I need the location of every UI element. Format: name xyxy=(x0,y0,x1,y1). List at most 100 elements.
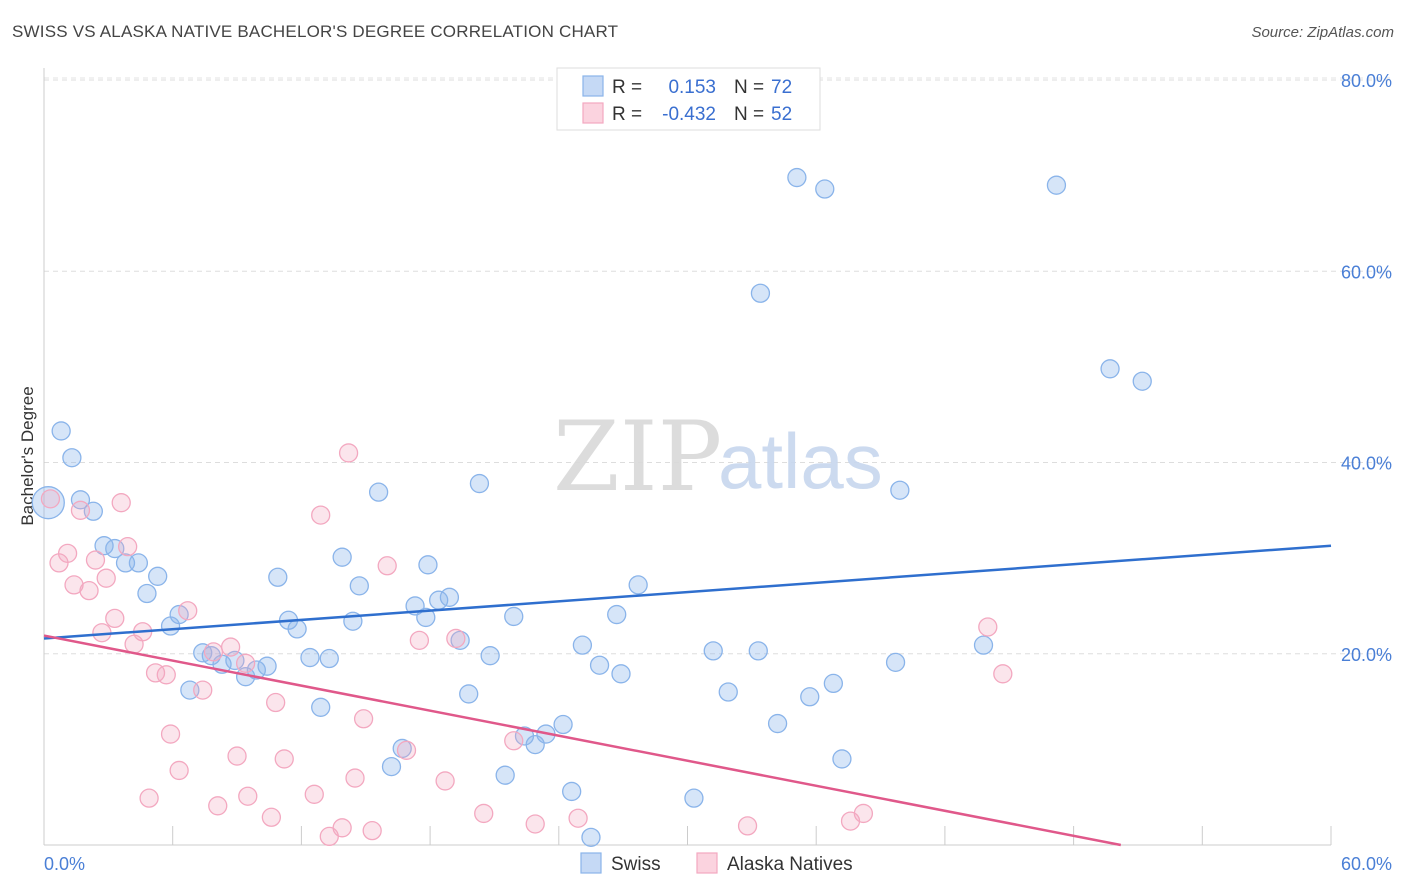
alaska-natives-point-38 xyxy=(396,740,417,760)
watermark-atlas: atlas xyxy=(718,417,883,505)
alaska-natives-point-0 xyxy=(40,489,61,509)
swiss-point-47 xyxy=(562,781,582,802)
swiss-point-34 xyxy=(418,555,438,575)
gridlines xyxy=(44,77,1392,655)
alaska-natives-point-10 xyxy=(111,493,131,513)
alaska-natives-point-9 xyxy=(105,608,125,629)
alaska-natives-point-11 xyxy=(118,537,138,557)
swiss-point-25 xyxy=(319,648,339,669)
alaska-natives-point-2 xyxy=(57,543,78,563)
alaska-natives-point-23 xyxy=(220,637,241,657)
swiss-point-66 xyxy=(890,480,910,500)
swiss-point-40 xyxy=(480,646,500,666)
alaska-natives-point-28 xyxy=(266,692,286,713)
swiss-point-36 xyxy=(439,587,460,607)
alaska-natives-point-48 xyxy=(853,803,874,824)
alaska-natives-point-16 xyxy=(156,665,176,685)
swiss-point-56 xyxy=(718,682,738,702)
y-axis-label: Bachelor's Degree xyxy=(18,386,37,525)
swiss-point-42 xyxy=(504,606,524,627)
alaska-natives-point-3 xyxy=(64,575,84,595)
alaska-natives-point-50 xyxy=(993,664,1013,684)
alaska-natives-point-17 xyxy=(160,724,181,744)
legend-n-value-swiss: 72 xyxy=(771,77,792,98)
swiss-point-70 xyxy=(1132,371,1152,391)
swiss-point-55 xyxy=(703,641,723,661)
y-tick-label-20: 20.0% xyxy=(1341,645,1392,665)
alaska-natives-point-33 xyxy=(332,818,352,838)
alaska-natives-point-31 xyxy=(311,505,331,525)
swiss-point-71 xyxy=(31,486,65,520)
alaska-natives-point-24 xyxy=(227,746,247,766)
legend-r-label-swiss: R = xyxy=(612,77,642,98)
alaska-natives-point-45 xyxy=(568,808,588,828)
swiss-point-24 xyxy=(311,697,331,717)
swiss-point-52 xyxy=(611,664,631,684)
swiss-point-33 xyxy=(416,607,436,628)
watermark: ZIP atlas xyxy=(553,401,883,513)
y-tick-label-60: 60.0% xyxy=(1341,262,1392,282)
swiss-point-46 xyxy=(553,714,573,735)
alaska-natives-point-37 xyxy=(377,556,397,576)
alaska-natives-points xyxy=(40,443,1013,847)
alaska-natives-point-29 xyxy=(274,749,294,769)
alaska-natives-point-5 xyxy=(79,580,99,601)
alaska-natives-point-6 xyxy=(85,550,106,570)
swiss-point-39 xyxy=(469,473,490,494)
bottom-legend-swatch-swiss xyxy=(580,852,602,874)
alaska-natives-point-30 xyxy=(304,784,324,804)
alaska-natives-point-25 xyxy=(235,653,256,673)
alaska-natives-point-40 xyxy=(435,771,455,791)
alaska-natives-point-34 xyxy=(345,768,365,788)
y-axis-tick-labels: 20.0% 40.0% 60.0% 80.0% xyxy=(1341,71,1392,665)
swiss-point-60 xyxy=(787,167,807,188)
swiss-point-8 xyxy=(137,583,157,604)
legend-r-value-alaska: -0.432 xyxy=(662,104,716,125)
y-tick-label-80: 80.0% xyxy=(1341,71,1392,91)
legend-n-label-alaska: N = xyxy=(734,104,764,125)
swiss-point-61 xyxy=(800,687,820,707)
alaska-natives-point-19 xyxy=(178,601,198,621)
swiss-point-53 xyxy=(628,575,648,595)
alaska-natives-trend-line xyxy=(43,634,1122,847)
y-tick-label-40: 40.0% xyxy=(1341,454,1392,474)
alaska-natives-point-46 xyxy=(737,816,758,836)
alaska-natives-point-21 xyxy=(203,642,224,662)
swiss-point-58 xyxy=(750,283,771,303)
alaska-natives-point-4 xyxy=(70,500,91,520)
swiss-point-9 xyxy=(148,566,168,586)
legend-r-label-alaska: R = xyxy=(612,104,642,125)
alaska-natives-point-35 xyxy=(353,709,374,729)
alaska-natives-point-44 xyxy=(525,814,545,834)
legend-r-value-swiss: 0.153 xyxy=(668,77,716,98)
swiss-point-23 xyxy=(300,647,320,668)
alaska-natives-point-26 xyxy=(238,786,258,806)
swiss-point-30 xyxy=(381,756,402,777)
swiss-point-54 xyxy=(684,788,704,808)
legend-n-value-alaska: 52 xyxy=(771,104,792,125)
alaska-natives-point-41 xyxy=(446,628,466,649)
swiss-point-19 xyxy=(257,656,277,676)
series-legend: Swiss Alaska Natives xyxy=(580,852,853,875)
chart-title: SWISS VS ALASKA NATIVE BACHELOR'S DEGREE… xyxy=(12,22,619,41)
swiss-point-59 xyxy=(767,713,788,734)
x-axis-ticks xyxy=(43,826,1332,845)
alaska-natives-point-39 xyxy=(409,630,430,651)
bottom-legend-swatch-alaska-natives xyxy=(696,852,718,874)
swiss-point-20 xyxy=(268,567,288,587)
swiss-point-64 xyxy=(832,749,852,769)
bottom-legend-label-swiss: Swiss xyxy=(611,854,661,875)
alaska-natives-point-22 xyxy=(208,796,228,816)
swiss-point-48 xyxy=(572,635,593,655)
swiss-point-2 xyxy=(70,490,91,510)
swiss-point-67 xyxy=(973,635,994,655)
swiss-points xyxy=(31,167,1152,847)
swiss-point-28 xyxy=(349,576,369,596)
swiss-point-38 xyxy=(459,684,479,704)
swiss-point-51 xyxy=(607,604,627,625)
alaska-natives-point-42 xyxy=(474,803,494,824)
swiss-point-69 xyxy=(1100,359,1120,379)
swiss-point-41 xyxy=(495,765,515,785)
swiss-point-68 xyxy=(1046,175,1067,195)
